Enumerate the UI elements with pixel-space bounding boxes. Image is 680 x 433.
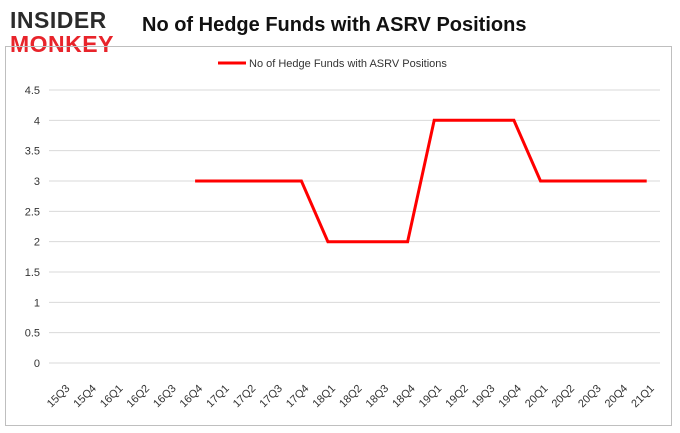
- x-tick-label: 19Q1: [417, 383, 445, 411]
- logo-line-1: INSIDER: [10, 7, 107, 33]
- y-tick-label: 2: [34, 237, 40, 249]
- y-tick-label: 3: [34, 176, 40, 188]
- x-tick-label: 16Q3: [151, 383, 179, 411]
- y-axis-ticks: 0 0.5 1 1.5 2 2.5 3 3.5 4 4.5: [25, 85, 40, 370]
- x-tick-label: 19Q2: [443, 383, 471, 411]
- series-layer: [195, 118, 647, 244]
- x-axis-ticks: 15Q3 15Q4 16Q1 16Q2 16Q3 16Q4 17Q1 17Q2 17Q3 17Q4…: [45, 383, 657, 411]
- y-tick-label: 4: [34, 115, 40, 127]
- y-tick-label: 1.5: [25, 267, 40, 279]
- x-tick-label: 18Q2: [337, 383, 365, 411]
- legend-label: No of Hedge Funds with ASRV Positions: [249, 58, 447, 70]
- x-tick-label: 15Q4: [71, 383, 99, 411]
- x-tick-label: 17Q4: [284, 383, 312, 411]
- y-tick-label: 1: [34, 297, 40, 309]
- chart-title: No of Hedge Funds with ASRV Positions: [142, 14, 527, 36]
- x-tick-label: 15Q3: [45, 383, 73, 411]
- legend: No of Hedge Funds with ASRV Positions: [218, 58, 447, 70]
- y-tick-label: 0: [34, 358, 40, 370]
- grid-lines: [49, 89, 660, 364]
- insider-monkey-logo: INSIDER MONKEY: [10, 6, 128, 56]
- x-tick-label: 18Q1: [311, 383, 339, 411]
- y-tick-label: 3.5: [25, 146, 40, 158]
- series-line: [195, 118, 647, 244]
- x-tick-label: 16Q1: [98, 383, 126, 411]
- x-tick-label: 19Q3: [470, 383, 498, 411]
- x-tick-label: 19Q4: [496, 383, 524, 411]
- chart-frame: [5, 46, 672, 426]
- logo-line-2: MONKEY: [10, 31, 114, 57]
- x-tick-label: 17Q3: [257, 383, 285, 411]
- x-tick-label: 20Q4: [603, 383, 631, 411]
- x-tick-label: 20Q3: [576, 383, 604, 411]
- x-tick-label: 20Q2: [550, 383, 578, 411]
- y-tick-label: 2.5: [25, 206, 40, 218]
- y-tick-label: 0.5: [25, 328, 40, 340]
- x-tick-label: 21Q1: [629, 383, 657, 411]
- x-tick-label: 17Q2: [231, 383, 259, 411]
- x-tick-label: 16Q2: [125, 383, 153, 411]
- x-tick-label: 20Q1: [523, 383, 551, 411]
- x-tick-label: 18Q3: [364, 383, 392, 411]
- x-tick-label: 16Q4: [178, 383, 206, 411]
- x-tick-label: 17Q1: [204, 383, 232, 411]
- x-tick-label: 18Q4: [390, 383, 418, 411]
- y-tick-label: 4.5: [25, 85, 40, 97]
